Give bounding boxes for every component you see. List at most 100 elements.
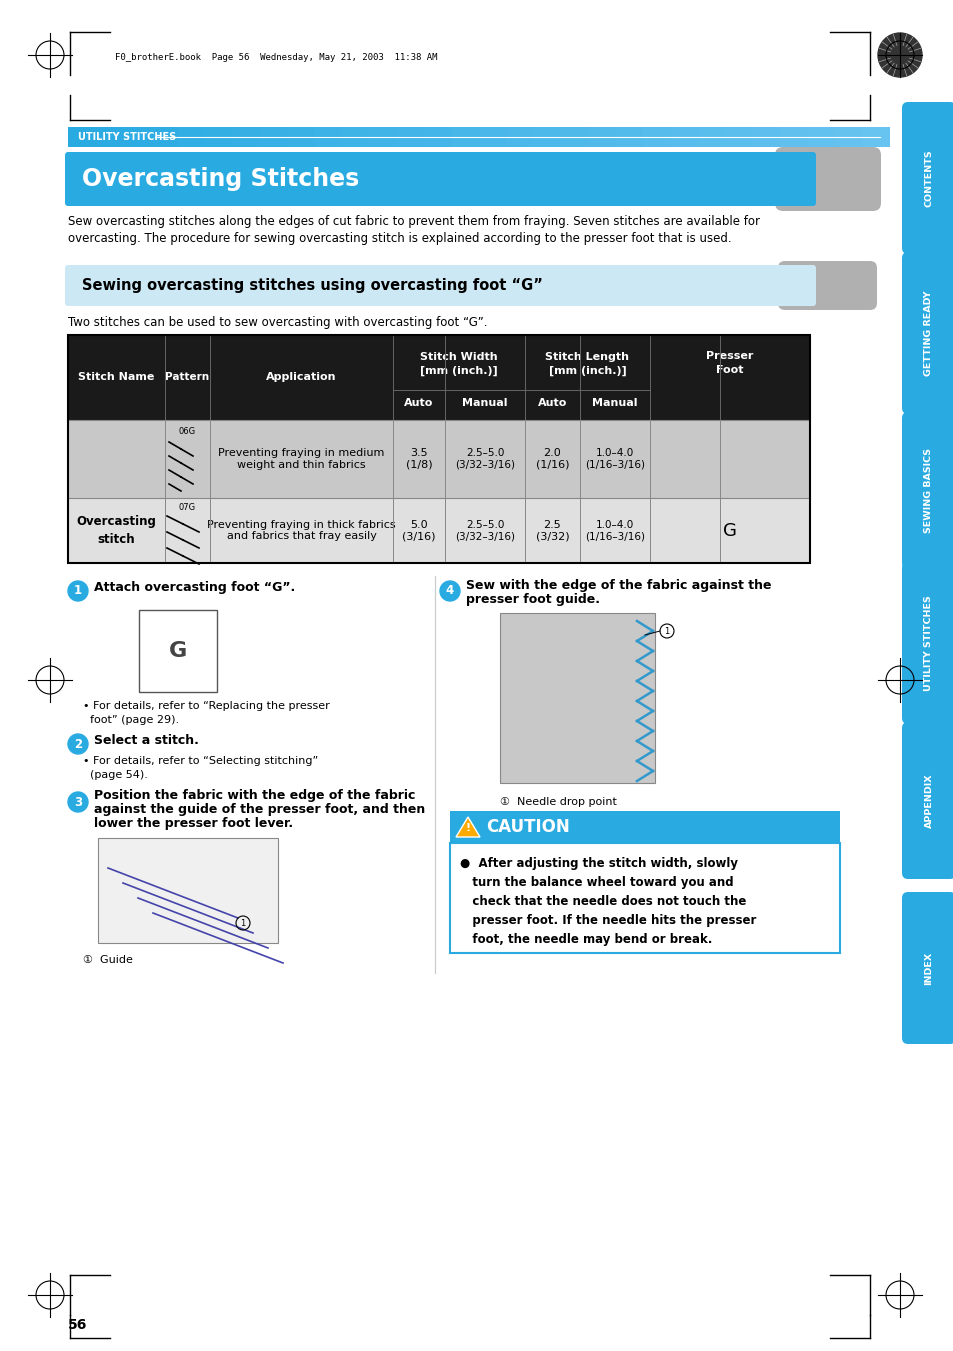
Bar [139, 611, 216, 692]
Bar [560, 127, 588, 147]
Text: Sew with the edge of the fabric against the: Sew with the edge of the fabric against … [465, 578, 771, 592]
Text: 2.0
(1/16): 2.0 (1/16) [536, 449, 569, 470]
Text: Presser
Foot: Presser Foot [705, 351, 753, 374]
Bar [424, 127, 451, 147]
Bar [450, 843, 840, 952]
Text: ①  Guide: ① Guide [83, 955, 132, 965]
Bar [588, 127, 616, 147]
Text: Pattern: Pattern [165, 372, 210, 382]
Bar [177, 127, 205, 147]
Bar [752, 127, 780, 147]
Text: check that the needle does not touch the: check that the needle does not touch the [459, 894, 745, 908]
Bar [123, 127, 150, 147]
Bar [642, 127, 670, 147]
Bar [314, 127, 341, 147]
Text: Sew overcasting stitches along the edges of cut fabric to prevent them from fray: Sew overcasting stitches along the edges… [68, 215, 760, 228]
Text: UTILITY STITCHES: UTILITY STITCHES [923, 596, 933, 690]
Bar [862, 127, 889, 147]
Bar [95, 127, 123, 147]
Bar [341, 127, 369, 147]
Bar [259, 127, 287, 147]
Circle shape [439, 581, 459, 601]
Bar [68, 335, 809, 420]
Text: Stitch Name: Stitch Name [78, 372, 154, 382]
Text: INDEX: INDEX [923, 951, 933, 985]
Text: 2: 2 [74, 738, 82, 751]
Bar [68, 420, 809, 499]
FancyBboxPatch shape [65, 265, 815, 305]
Text: G: G [169, 640, 187, 661]
Text: 1: 1 [74, 585, 82, 597]
Text: 56: 56 [68, 1319, 88, 1332]
Text: foot” (page 29).: foot” (page 29). [90, 715, 179, 725]
Text: 5.0
(3/16): 5.0 (3/16) [402, 520, 436, 542]
Bar [725, 127, 752, 147]
Text: Application: Application [266, 372, 336, 382]
Text: APPENDIX: APPENDIX [923, 773, 933, 828]
Bar [780, 127, 807, 147]
Bar [499, 613, 655, 784]
Text: 3.5
(1/8): 3.5 (1/8) [405, 449, 432, 470]
Bar [834, 127, 862, 147]
Bar [534, 127, 560, 147]
FancyBboxPatch shape [901, 412, 953, 569]
Bar [451, 127, 478, 147]
Bar [450, 811, 840, 843]
Bar [616, 127, 642, 147]
Text: Two stitches can be used to sew overcasting with overcasting foot “G”.: Two stitches can be used to sew overcast… [68, 316, 487, 330]
Bar [68, 155, 782, 203]
FancyBboxPatch shape [65, 153, 815, 205]
Bar [506, 127, 534, 147]
Bar [98, 838, 277, 943]
Bar [68, 127, 889, 147]
FancyBboxPatch shape [778, 261, 876, 309]
Bar [68, 267, 784, 303]
Circle shape [68, 581, 88, 601]
Text: Overcasting Stitches: Overcasting Stitches [82, 168, 359, 190]
Text: G: G [722, 521, 736, 539]
FancyBboxPatch shape [901, 892, 953, 1044]
Text: CONTENTS: CONTENTS [923, 149, 933, 207]
Text: presser foot guide.: presser foot guide. [465, 593, 599, 605]
Text: Preventing fraying in medium
weight and thin fabrics: Preventing fraying in medium weight and … [218, 449, 384, 470]
Text: 06G: 06G [179, 427, 196, 436]
Text: 07G: 07G [179, 504, 196, 512]
Bar [68, 127, 95, 147]
Text: UTILITY STITCHES: UTILITY STITCHES [78, 132, 176, 142]
Text: Manual: Manual [592, 399, 638, 408]
FancyBboxPatch shape [901, 721, 953, 880]
Text: 1.0–4.0
(1/16–3/16): 1.0–4.0 (1/16–3/16) [584, 520, 644, 542]
Bar [807, 127, 834, 147]
Text: 2.5
(3/32): 2.5 (3/32) [536, 520, 569, 542]
FancyBboxPatch shape [901, 253, 953, 413]
Bar [287, 127, 314, 147]
Text: lower the presser foot lever.: lower the presser foot lever. [94, 817, 293, 831]
Text: CAUTION: CAUTION [485, 817, 569, 836]
FancyBboxPatch shape [901, 562, 953, 724]
Bar [68, 499, 809, 563]
Text: Stitch Width: Stitch Width [419, 353, 497, 362]
Text: Overcasting
stitch: Overcasting stitch [76, 515, 156, 546]
Text: Position the fabric with the edge of the fabric: Position the fabric with the edge of the… [94, 789, 415, 802]
Bar [150, 127, 177, 147]
Text: ●  After adjusting the stitch width, slowly: ● After adjusting the stitch width, slow… [459, 857, 738, 870]
Circle shape [68, 792, 88, 812]
Text: (page 54).: (page 54). [90, 770, 148, 780]
Text: !: ! [465, 823, 470, 834]
Bar [478, 127, 506, 147]
Text: 3: 3 [74, 796, 82, 808]
Text: Preventing fraying in thick fabrics
and fabrics that fray easily: Preventing fraying in thick fabrics and … [207, 520, 395, 542]
Text: ①  Needle drop point: ① Needle drop point [499, 797, 617, 807]
Text: Auto: Auto [537, 399, 567, 408]
Text: GETTING READY: GETTING READY [923, 290, 933, 376]
FancyBboxPatch shape [774, 147, 880, 211]
Text: against the guide of the presser foot, and then: against the guide of the presser foot, a… [94, 804, 425, 816]
Bar [698, 127, 725, 147]
Text: Attach overcasting foot “G”.: Attach overcasting foot “G”. [94, 581, 294, 593]
Text: presser foot. If the needle hits the presser: presser foot. If the needle hits the pre… [459, 915, 756, 927]
Text: 2.5–5.0
(3/32–3/16): 2.5–5.0 (3/32–3/16) [455, 449, 515, 470]
Text: [mm (inch.)]: [mm (inch.)] [419, 366, 497, 376]
Text: Stitch Length: Stitch Length [545, 353, 629, 362]
Text: Select a stitch.: Select a stitch. [94, 734, 198, 747]
Text: 1.0–4.0
(1/16–3/16): 1.0–4.0 (1/16–3/16) [584, 449, 644, 470]
